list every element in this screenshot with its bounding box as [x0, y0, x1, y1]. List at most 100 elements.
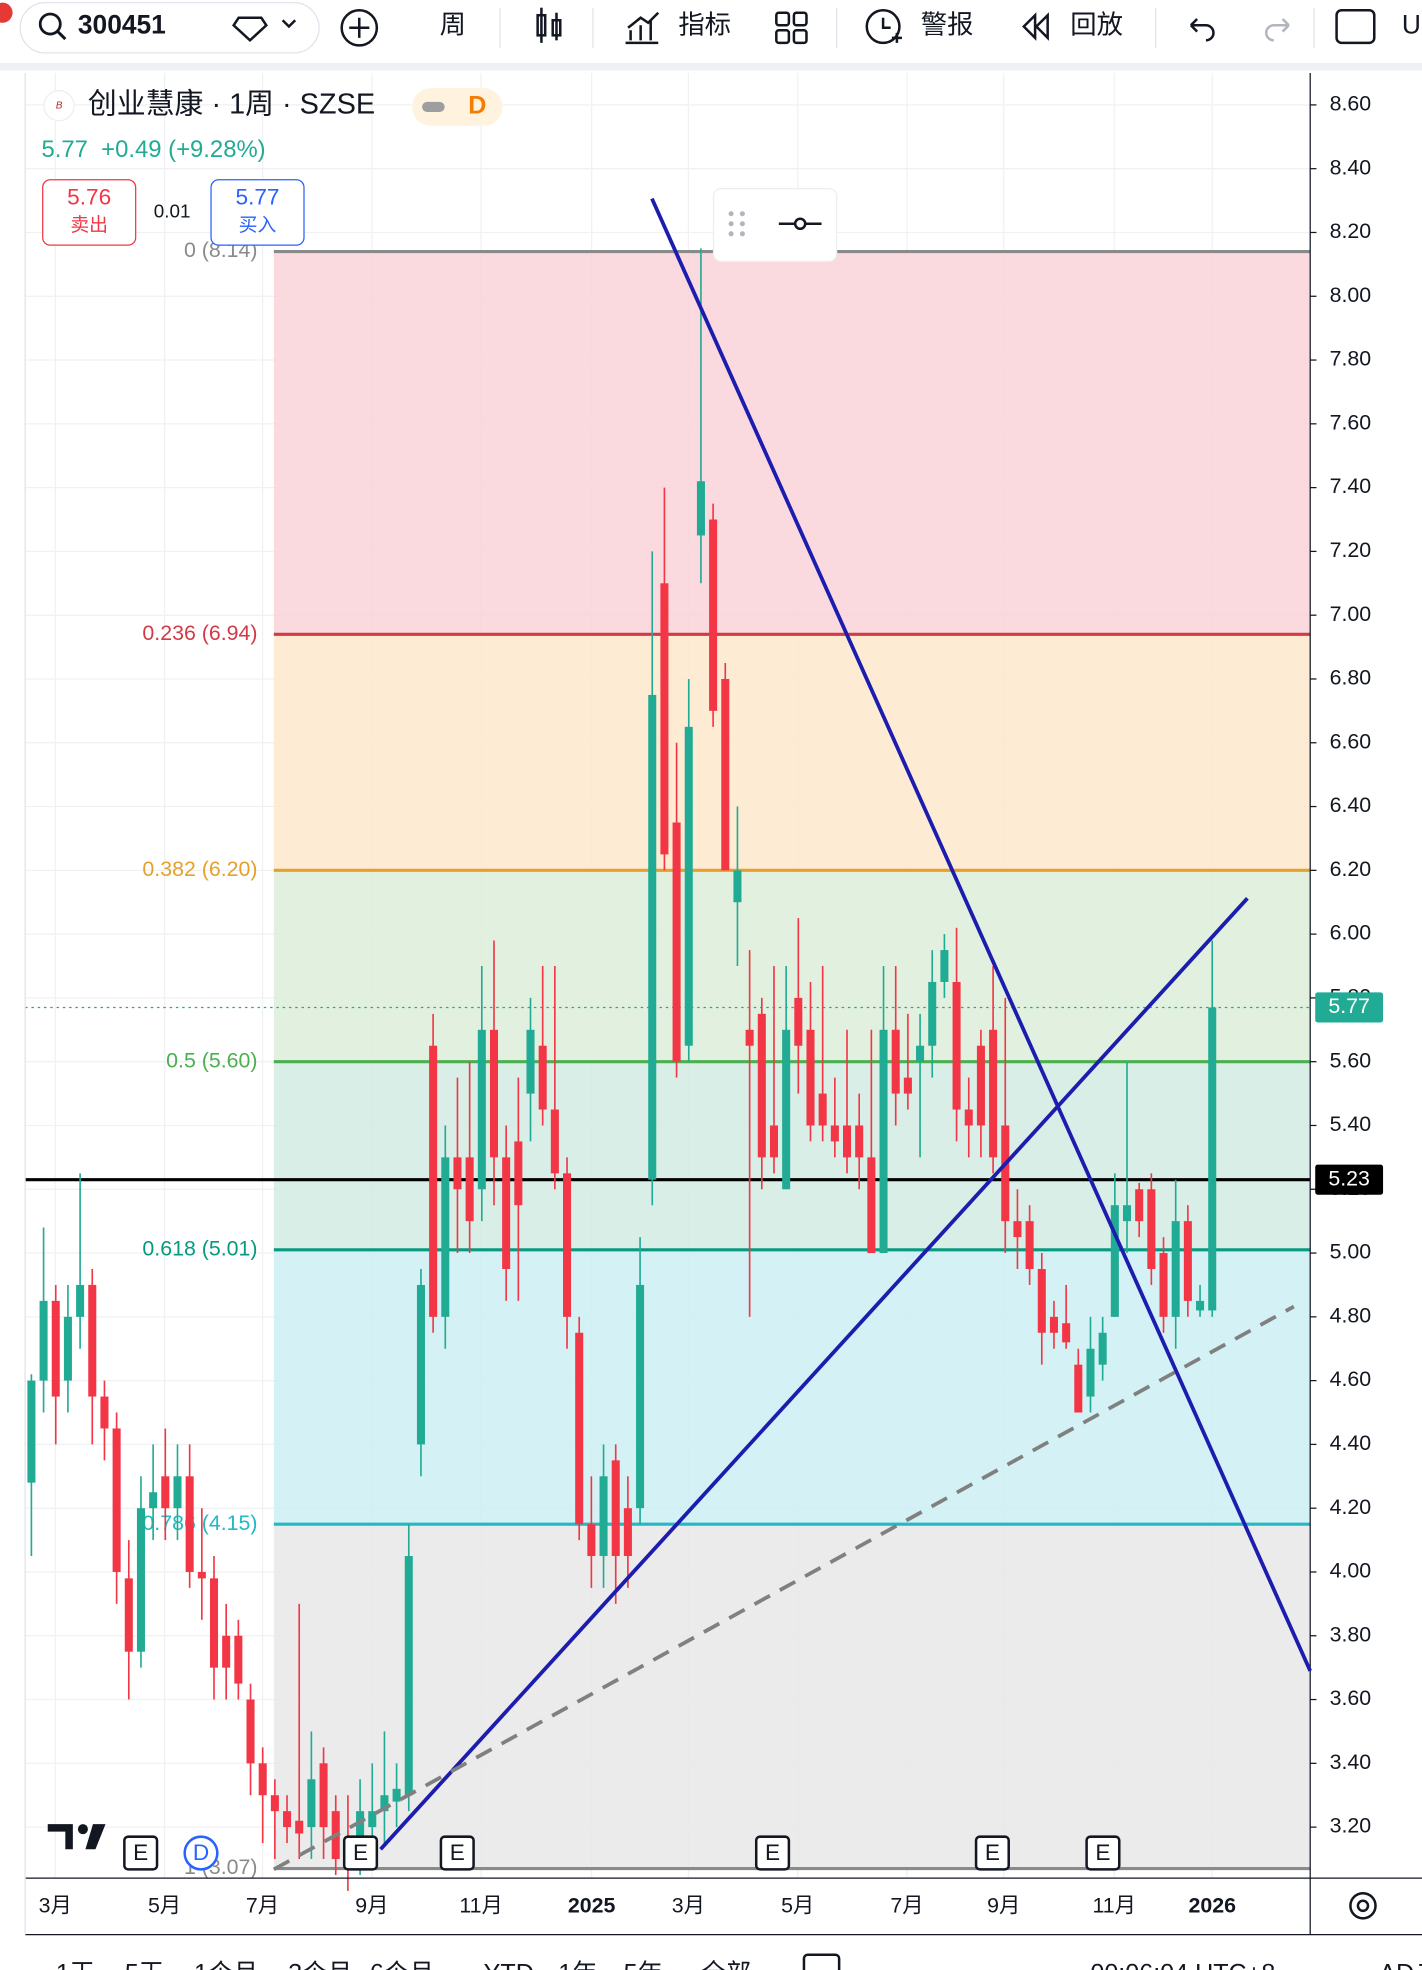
drag-handle[interactable] [728, 211, 745, 237]
earnings-marker[interactable] [123, 1835, 159, 1871]
candle-body [441, 1157, 450, 1317]
date-range-button[interactable] [802, 1953, 841, 1970]
candle-body [611, 1460, 620, 1557]
candle-body [526, 1029, 535, 1094]
buy-button[interactable] [210, 179, 305, 246]
plot-area: 0 (8.14)0.236 (6.94)0.382 (6.20)0.5 (5.6… [25, 73, 1311, 1891]
range-button[interactable]: YTD [484, 1960, 534, 1970]
range-button[interactable]: 3个月 [288, 1960, 352, 1970]
candle-body [1171, 1221, 1180, 1317]
earnings-marker[interactable] [974, 1835, 1010, 1871]
dividend-marker[interactable] [183, 1835, 219, 1871]
candle-body [112, 1428, 121, 1572]
trend-line[interactable] [650, 197, 1312, 1672]
y-tick-label: 5.00 [1330, 1240, 1372, 1264]
more-button[interactable]: U [1402, 10, 1421, 40]
symbol-logo [43, 89, 75, 122]
candle-body [209, 1578, 219, 1668]
symbol-logo: B [56, 100, 63, 111]
candle-body [319, 1763, 328, 1828]
candle-body [599, 1476, 608, 1557]
fib-level-label: 0.786 (4.15) [142, 1511, 257, 1535]
x-tick-label: 5月 [148, 1894, 181, 1918]
data-badge[interactable]: D [468, 92, 486, 120]
pro-icon[interactable] [232, 16, 268, 43]
alert-icon [881, 17, 902, 43]
y-tick-label: 6.20 [1330, 857, 1372, 881]
add-symbol-button[interactable] [340, 8, 379, 47]
y-tick-label: 7.80 [1330, 347, 1372, 371]
drawings [272, 197, 1312, 1872]
candle-body [429, 1045, 438, 1317]
y-tick-label: 7.00 [1330, 602, 1372, 626]
x-tick-label: 2026 [1188, 1894, 1236, 1918]
settings-button[interactable] [1349, 1891, 1377, 1920]
candle-body [636, 1284, 645, 1509]
candle-body [1098, 1332, 1107, 1365]
dropdown-icon[interactable] [281, 19, 297, 29]
y-tick-label: 3.60 [1330, 1686, 1372, 1710]
y-tick-label: 4.20 [1330, 1495, 1372, 1519]
candle-body [368, 1811, 377, 1828]
candle-body [222, 1635, 231, 1668]
horizontal-line-label: 5.23 [1328, 1166, 1370, 1190]
sell-button[interactable] [42, 179, 137, 246]
range-button[interactable]: 5天 [125, 1960, 164, 1970]
bottom-bar: 1天 5天 1个月 3个月 6个月 YTD 1年 5年 全部 00:06:04 UTC+8 ADJ [56, 1953, 1422, 1970]
candle-body [879, 1029, 888, 1254]
toolbar-divider [0, 62, 1422, 71]
symbol[interactable]: 300451 [78, 10, 166, 40]
event-label: E [353, 1840, 368, 1865]
candle-body [928, 981, 937, 1046]
candle-body [757, 1013, 766, 1158]
redo-button[interactable] [1265, 18, 1290, 42]
undo-button[interactable] [1189, 18, 1215, 42]
layout-button[interactable] [775, 11, 808, 45]
x-tick-label: 2025 [568, 1894, 616, 1918]
search-icon [38, 12, 62, 36]
candle-body [660, 583, 669, 855]
alert-icon [865, 8, 901, 45]
chart-type-button[interactable] [536, 7, 562, 43]
range-button[interactable]: 1个月 [194, 1960, 258, 1970]
y-tick-label: 5.60 [1330, 1048, 1372, 1072]
search-box[interactable] [19, 2, 320, 54]
earnings-marker[interactable] [1085, 1835, 1121, 1871]
candle-body [916, 1045, 925, 1062]
candle-body [1049, 1316, 1058, 1333]
earnings-marker[interactable] [754, 1835, 791, 1871]
candle-body [307, 1779, 316, 1828]
fullscreen-button[interactable] [1335, 8, 1376, 45]
range-button[interactable]: 1天 [56, 1960, 95, 1970]
trend-line-dashed[interactable] [272, 1304, 1295, 1872]
range-button[interactable]: 全部 [701, 1960, 751, 1970]
candle-body [550, 1109, 559, 1174]
fib-level-label: 0.618 (5.01) [142, 1236, 257, 1260]
range-button[interactable]: 1年 [558, 1960, 597, 1970]
range-button[interactable]: 6个月 [370, 1960, 434, 1970]
price-change: 5.77 +0.49 (+9.28%) [41, 136, 265, 163]
candle-body [453, 1157, 462, 1190]
x-tick-label: 3月 [672, 1894, 705, 1918]
candle-body [1037, 1268, 1046, 1333]
earnings-marker[interactable] [439, 1835, 475, 1871]
interval-button[interactable]: 周 [440, 10, 466, 40]
adj-button[interactable]: ADJ [1379, 1960, 1422, 1970]
range-button[interactable]: 5年 [624, 1960, 663, 1970]
earnings-marker[interactable] [342, 1835, 379, 1871]
trend-line[interactable] [379, 897, 1249, 1851]
candle-body [258, 1763, 267, 1796]
buy-price: 5.77 [236, 185, 280, 210]
candle-body [502, 1157, 511, 1269]
alerts-button[interactable]: 警报 [921, 10, 974, 40]
status-pill [412, 88, 503, 126]
candle-body [818, 1093, 827, 1126]
replay-button[interactable]: 回放 [1070, 10, 1123, 40]
y-tick-label: 8.20 [1330, 219, 1372, 243]
indicators-button[interactable]: 指标 [678, 10, 731, 40]
candle-body [684, 726, 693, 1046]
candle-body [1001, 1125, 1010, 1222]
candle-body [1086, 1348, 1095, 1397]
